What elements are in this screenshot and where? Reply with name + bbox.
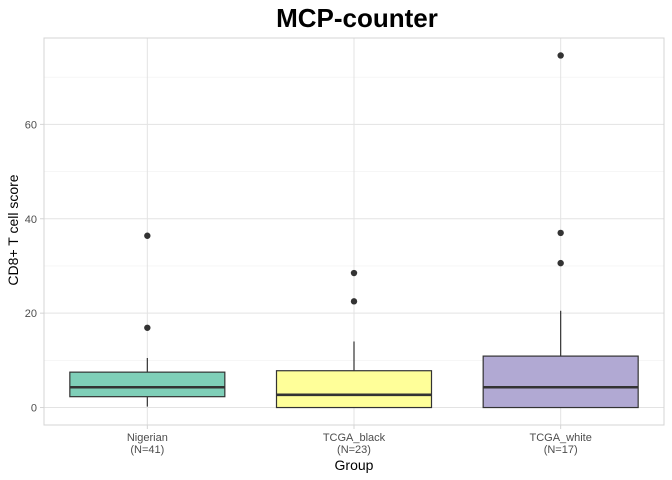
x-tick-label-group: Nigerian	[127, 432, 168, 444]
box	[69, 371, 226, 398]
x-tick-label-count: (N=17)	[544, 444, 578, 456]
y-tick-label: 0	[31, 403, 37, 415]
outlier-point	[557, 52, 564, 59]
outlier-point	[350, 298, 358, 305]
outlier-point	[557, 259, 564, 267]
box-group-nigerian	[69, 232, 226, 407]
x-tick-label-group: TCGA_white	[529, 432, 591, 444]
x-tick-label-count: (N=23)	[337, 444, 371, 456]
outlier-point	[144, 232, 151, 239]
x-tick-label-group: TCGA_black	[323, 432, 386, 444]
plot-area: 0 20 40 60 Nigerian(N=41) TCGA_black(N=23) TCG…	[25, 37, 665, 456]
outlier-point	[350, 269, 358, 277]
box-group-tcga-white	[482, 52, 639, 409]
x-tick-label-count: (N=41)	[130, 444, 164, 456]
y-tick-label: 20	[25, 308, 37, 320]
x-axis-title: Group	[335, 457, 374, 473]
y-axis-title: CD8+ T cell score	[5, 174, 21, 285]
outlier-point	[557, 229, 564, 237]
outlier-point	[144, 324, 151, 331]
y-tick-label: 40	[25, 214, 37, 226]
box-group-tcga-black	[275, 269, 433, 409]
y-tick-label: 60	[25, 119, 37, 131]
box	[482, 355, 639, 409]
chart-title: MCP-counter	[276, 3, 438, 33]
box	[275, 370, 433, 409]
